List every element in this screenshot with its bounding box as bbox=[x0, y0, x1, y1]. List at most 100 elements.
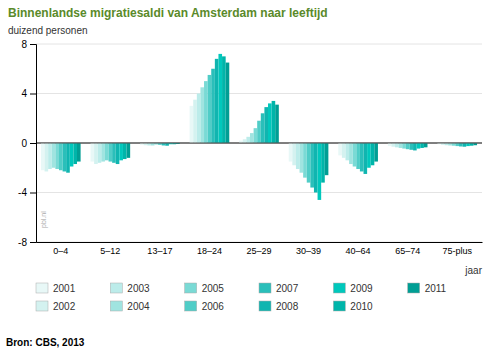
y-tick-mark bbox=[30, 143, 36, 144]
bar bbox=[257, 121, 261, 143]
bar bbox=[250, 133, 254, 143]
bar bbox=[197, 94, 201, 144]
bar bbox=[345, 143, 349, 160]
legend-swatch bbox=[259, 283, 271, 293]
bar bbox=[112, 143, 116, 163]
bar bbox=[105, 143, 109, 160]
bar-series bbox=[41, 106, 441, 170]
legend-swatch bbox=[110, 301, 122, 311]
bar bbox=[94, 143, 98, 164]
bar bbox=[211, 69, 215, 143]
grid-line bbox=[36, 242, 482, 243]
x-axis-line bbox=[37, 242, 483, 243]
legend-label: 2010 bbox=[350, 301, 373, 312]
bar bbox=[73, 143, 77, 164]
x-tick: 18–24 bbox=[197, 242, 222, 256]
bar bbox=[98, 143, 102, 163]
bar bbox=[222, 56, 226, 143]
legend-label: 2009 bbox=[350, 283, 373, 294]
y-tick: -4 bbox=[18, 187, 36, 198]
grid-line bbox=[36, 143, 482, 144]
bar bbox=[371, 143, 375, 165]
bar-series bbox=[48, 94, 448, 169]
bar bbox=[91, 143, 95, 162]
bar bbox=[204, 81, 208, 143]
bar bbox=[318, 143, 322, 200]
bar-series bbox=[77, 63, 477, 176]
bar bbox=[226, 63, 230, 143]
legend-swatch bbox=[185, 301, 197, 311]
x-tick: 40–64 bbox=[346, 242, 371, 256]
bar bbox=[70, 143, 74, 167]
bar bbox=[325, 143, 329, 175]
title: Binnenlandse migratiesaldi van Amsterdam… bbox=[8, 6, 328, 20]
legend-label: 2007 bbox=[276, 283, 299, 294]
y-tick-mark bbox=[30, 94, 36, 95]
zero-line bbox=[36, 143, 482, 144]
x-tick-label: 40–64 bbox=[346, 246, 371, 256]
x-tick: 65–74 bbox=[395, 242, 420, 256]
bar bbox=[243, 139, 247, 143]
y-axis-title: duizend personen bbox=[8, 25, 88, 36]
bar bbox=[109, 143, 113, 162]
x-tick: 30–39 bbox=[296, 242, 321, 256]
legend-swatch bbox=[408, 283, 420, 293]
grid-line bbox=[36, 192, 482, 193]
y-tick-label: -8 bbox=[18, 237, 27, 248]
grid-line bbox=[36, 44, 482, 45]
legend-item: 2006 bbox=[185, 301, 225, 312]
bar-series bbox=[66, 59, 466, 193]
annotation: pbl.nl bbox=[40, 211, 48, 228]
legend-label: 2001 bbox=[53, 283, 76, 294]
legend-label: 2005 bbox=[202, 283, 225, 294]
legend-label: 2011 bbox=[425, 283, 447, 294]
grid bbox=[36, 44, 482, 242]
bar bbox=[275, 105, 279, 143]
bar bbox=[264, 107, 268, 143]
bar bbox=[356, 143, 360, 169]
x-tick-label: 13–17 bbox=[147, 246, 172, 256]
bar bbox=[59, 143, 63, 170]
bar bbox=[101, 143, 105, 162]
grid-line bbox=[36, 93, 482, 94]
legend-swatch bbox=[110, 283, 122, 293]
x-tick: 0–4 bbox=[53, 242, 68, 256]
legend-label: 2002 bbox=[53, 301, 76, 312]
legend-swatch bbox=[185, 283, 197, 293]
legend-item: 2011 bbox=[408, 283, 447, 294]
bar bbox=[310, 143, 314, 188]
bar-series bbox=[59, 75, 459, 183]
bar bbox=[300, 143, 304, 173]
bar bbox=[52, 143, 56, 168]
legend-item: 2008 bbox=[259, 301, 299, 312]
y-tick: 8 bbox=[21, 39, 36, 50]
bar-series bbox=[70, 54, 470, 200]
legend-swatch bbox=[36, 283, 48, 293]
y-axis: -8-4048 bbox=[18, 39, 36, 248]
bars bbox=[41, 54, 477, 200]
legend-swatch bbox=[333, 283, 345, 293]
x-axis-title: jaar bbox=[464, 265, 482, 276]
legend-item: 2001 bbox=[36, 283, 76, 294]
source: Bron: CBS, 2013 bbox=[6, 337, 85, 348]
legend: 2001200220032004200520062007200820092010… bbox=[36, 283, 447, 312]
bar bbox=[342, 143, 346, 158]
legend-item: 2004 bbox=[110, 301, 150, 312]
legend-swatch bbox=[36, 301, 48, 311]
bar bbox=[360, 143, 364, 171]
bar bbox=[338, 143, 342, 155]
bar bbox=[63, 143, 67, 171]
bar bbox=[215, 59, 219, 143]
bar bbox=[190, 106, 194, 143]
y-tick-mark bbox=[30, 44, 36, 45]
legend-item: 2005 bbox=[185, 283, 225, 294]
bar bbox=[246, 137, 250, 143]
x-tick-label: 5–12 bbox=[100, 246, 120, 256]
y-tick-mark bbox=[30, 193, 36, 194]
bar bbox=[321, 143, 325, 183]
bar bbox=[399, 143, 403, 148]
bar bbox=[289, 143, 293, 162]
bar bbox=[218, 54, 222, 143]
bar bbox=[303, 143, 307, 178]
bar bbox=[55, 143, 59, 169]
